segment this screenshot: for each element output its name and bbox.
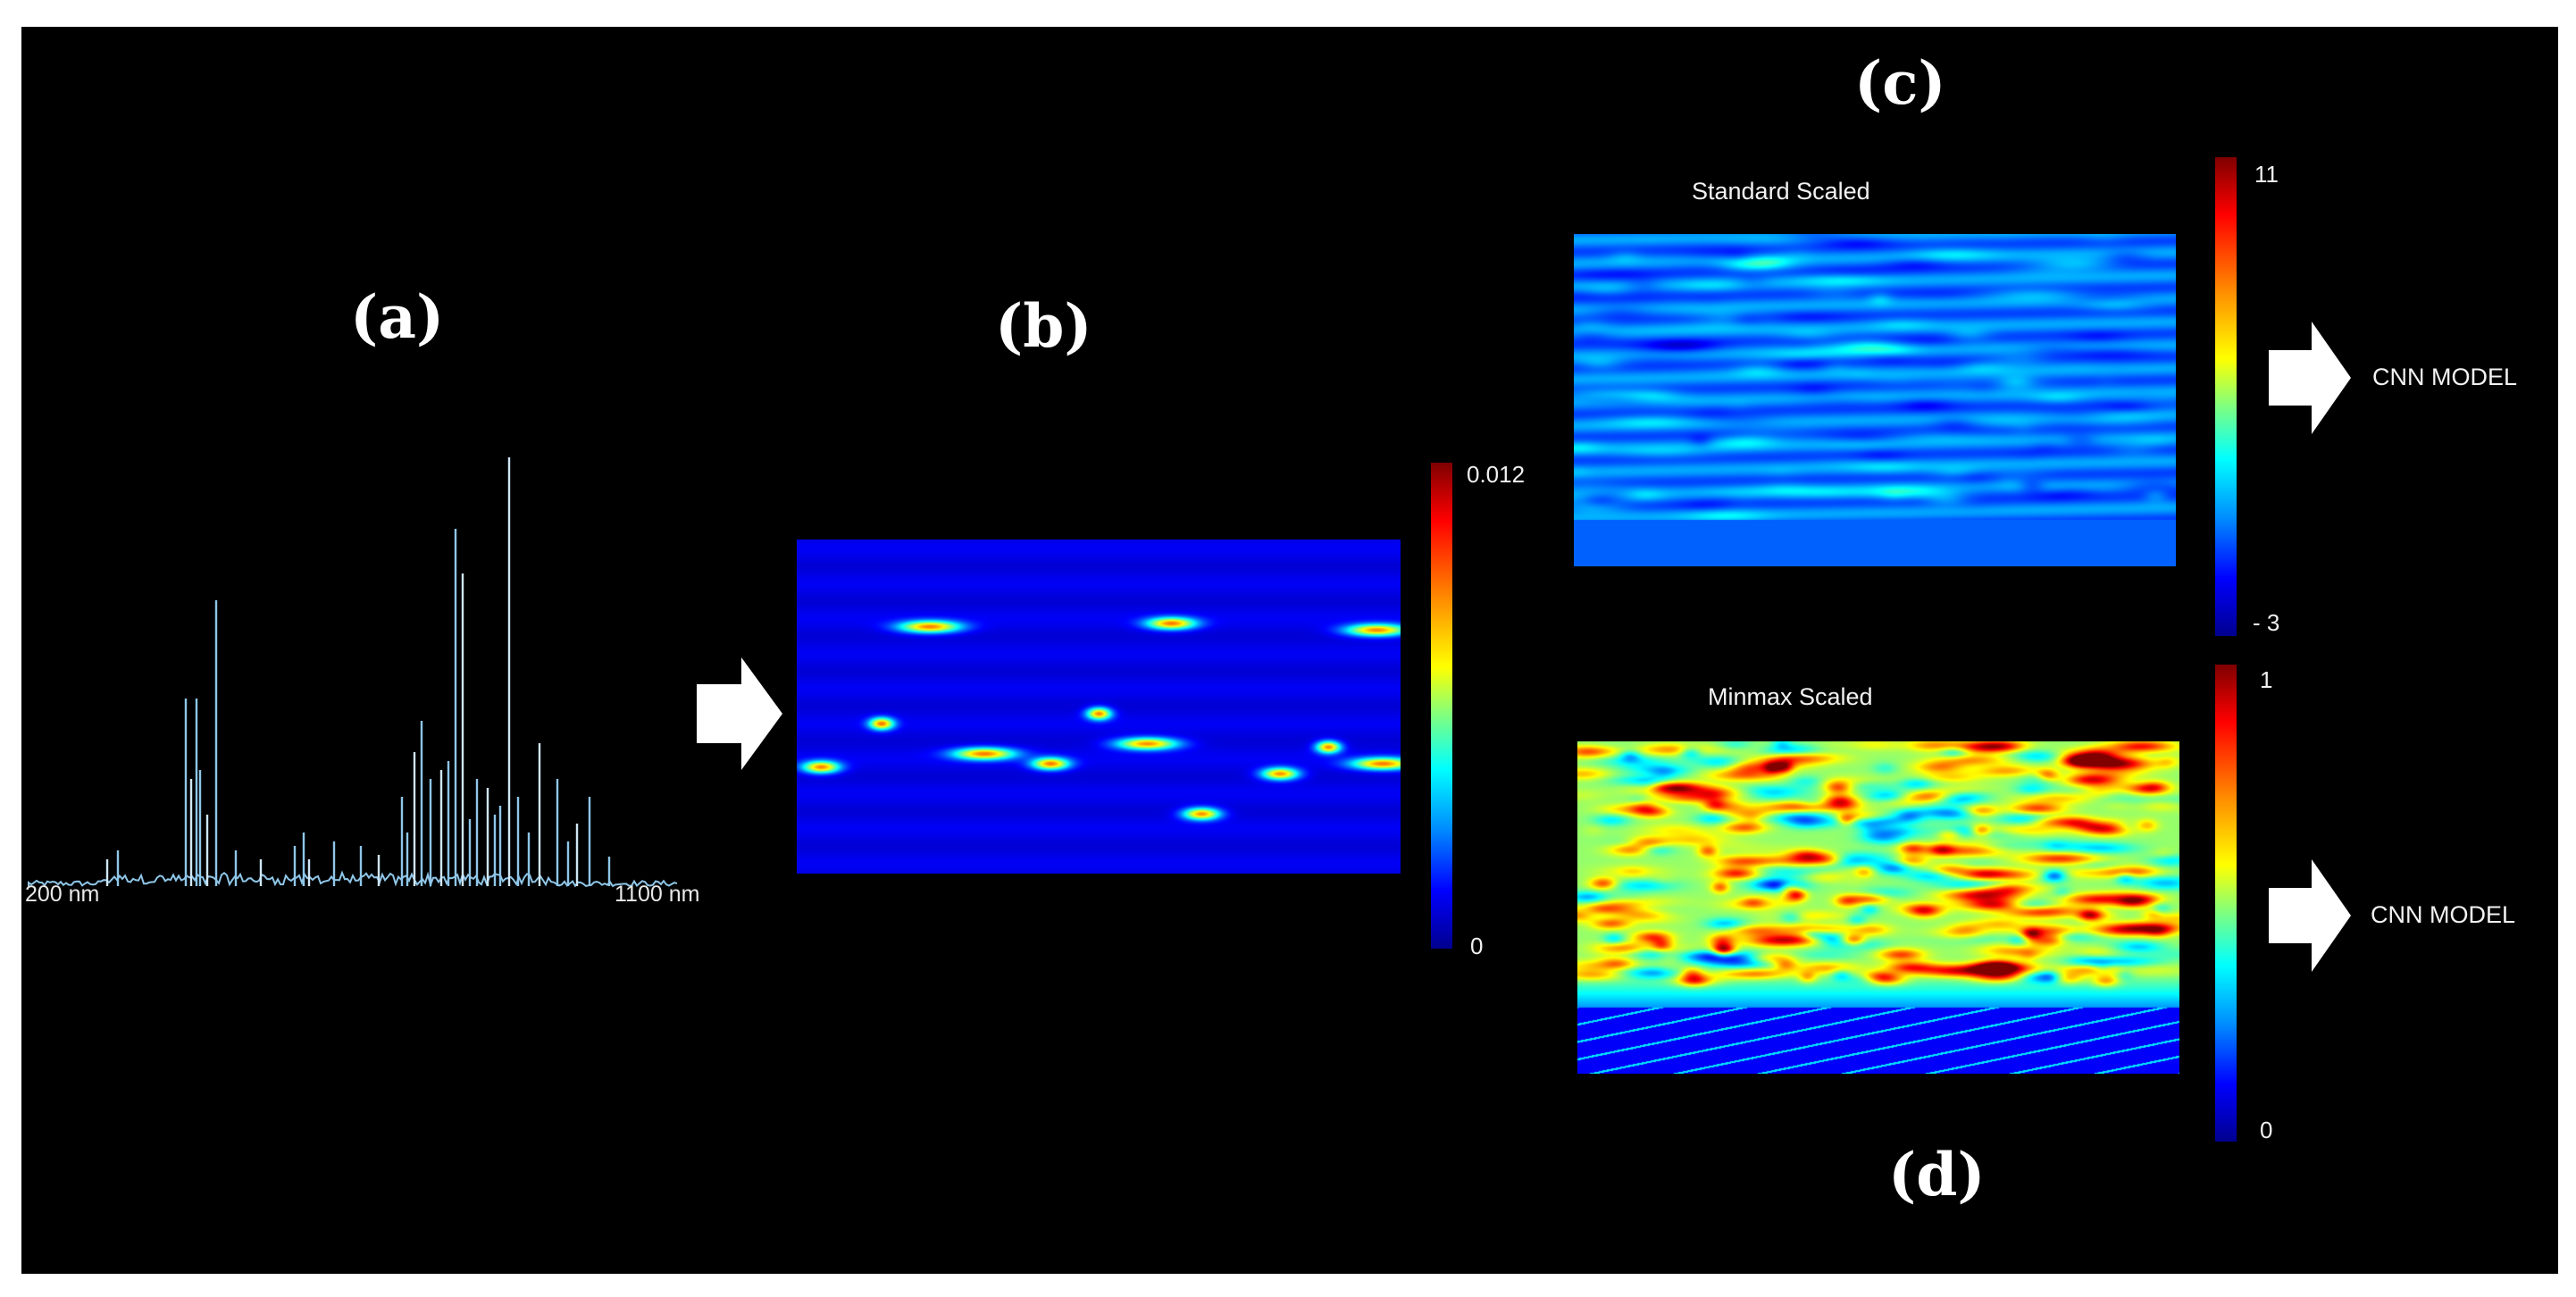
heatmap-c bbox=[1574, 234, 2176, 566]
colorbar-b-max: 0.012 bbox=[1467, 461, 1526, 488]
spectrum-baseline bbox=[28, 870, 678, 888]
arrow-right-icon bbox=[697, 657, 782, 770]
panel-c-title: Standard Scaled bbox=[1692, 178, 1870, 205]
panel-d-title: Minmax Scaled bbox=[1708, 683, 1873, 710]
colorbar-c-max: 11 bbox=[2254, 161, 2279, 188]
cnn-model-label-d: CNN MODEL bbox=[2371, 901, 2516, 928]
panel-b-label: (b) bbox=[995, 291, 1092, 361]
arrow-right-icon bbox=[2269, 322, 2351, 434]
cnn-model-label-c: CNN MODEL bbox=[2372, 364, 2518, 390]
figure-frame: (a) 200 nm 1100 nm (b) 0.012 0 (c) Stand… bbox=[21, 27, 2558, 1274]
heatmap-b bbox=[797, 540, 1401, 874]
colorbar-c-min: - 3 bbox=[2253, 609, 2280, 636]
colorbar-b bbox=[1431, 463, 1452, 949]
colorbar-d bbox=[2215, 665, 2237, 1142]
spectrum-plot bbox=[28, 457, 678, 888]
colorbar-d-min: 0 bbox=[2260, 1117, 2273, 1143]
panel-c-label: (c) bbox=[1854, 48, 1946, 118]
colorbar-b-min: 0 bbox=[1470, 933, 1484, 959]
colorbar-c bbox=[2215, 157, 2237, 636]
spectrum-axis-start-label: 200 nm bbox=[25, 882, 100, 907]
panel-a-label: (a) bbox=[350, 282, 445, 352]
arrow-right-icon bbox=[2269, 859, 2351, 972]
colorbar-d-max: 1 bbox=[2260, 666, 2273, 693]
heatmap-d bbox=[1577, 741, 2179, 1074]
panel-d-label: (d) bbox=[1888, 1140, 1986, 1209]
spectrum-axis-end-label: 1100 nm bbox=[615, 882, 700, 907]
